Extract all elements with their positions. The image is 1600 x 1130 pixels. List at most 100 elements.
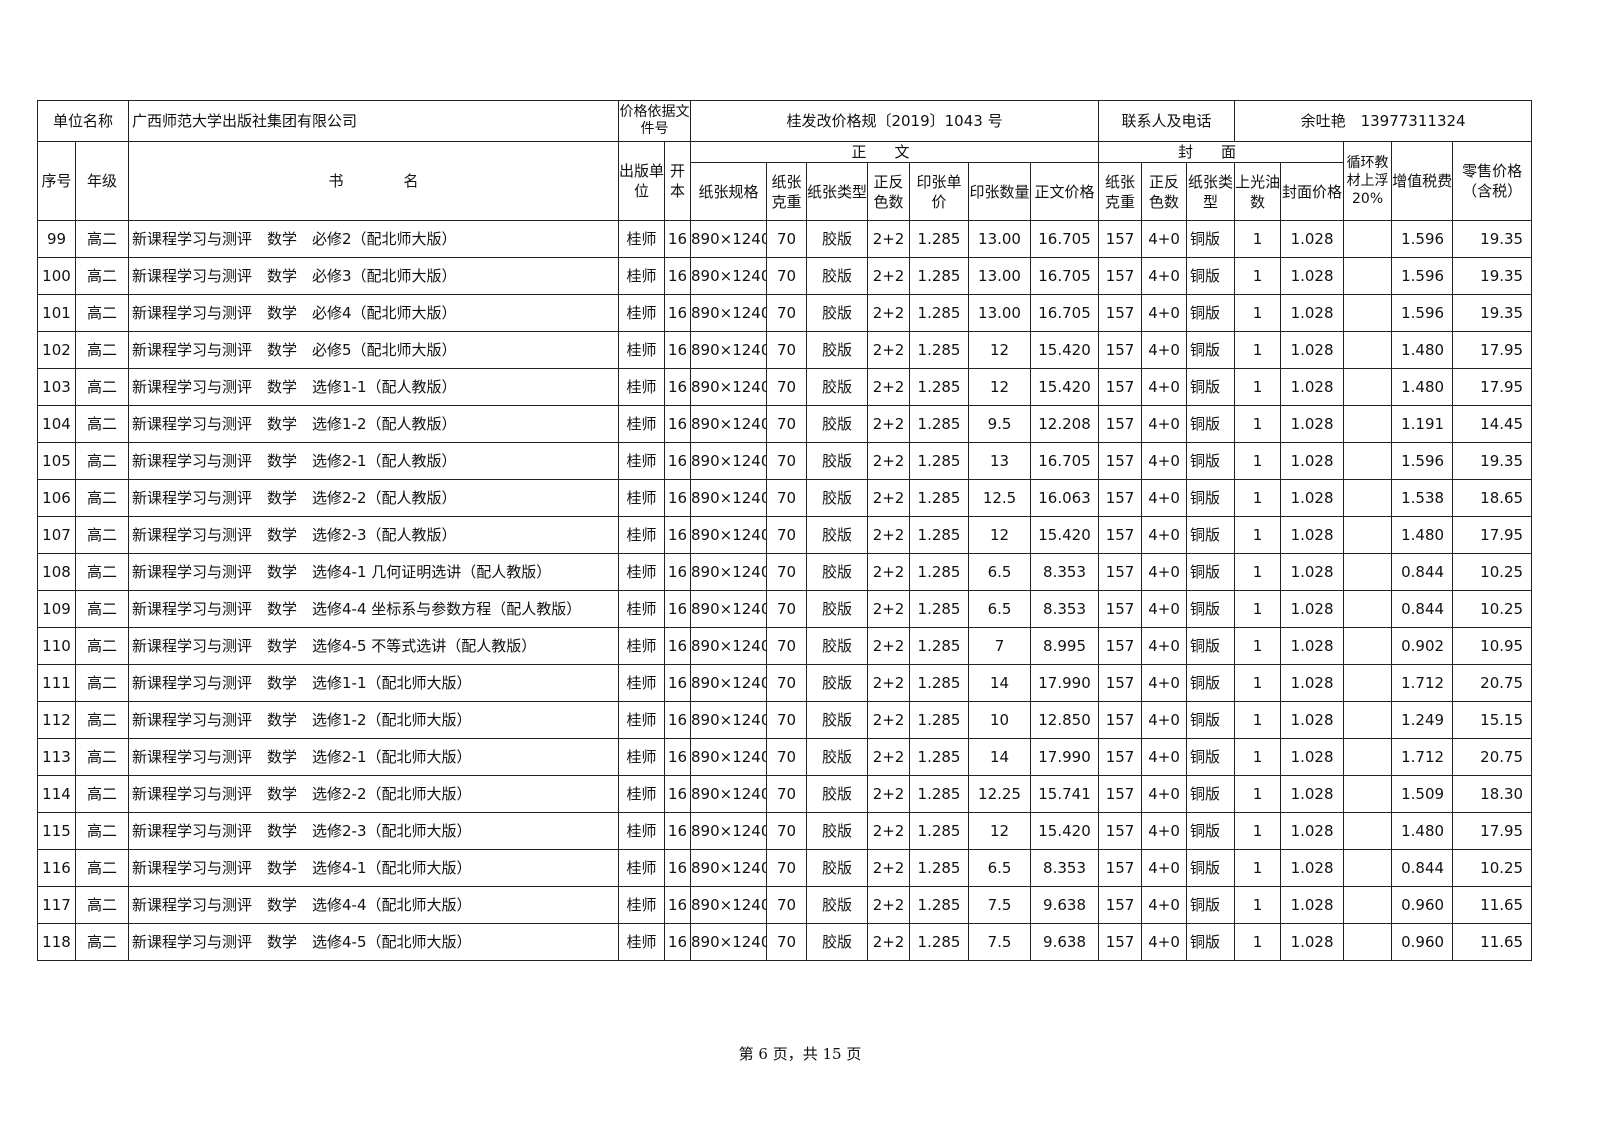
col-publisher: 出版单位: [618, 141, 666, 221]
cell-body-sheet-price: 1.285: [909, 849, 970, 887]
cell-body-sheet-price: 1.285: [909, 775, 970, 813]
col-cover-colors: 正反色数: [1141, 162, 1188, 221]
table-row: 100 高二 新课程学习与测评 数学 必修3（配北师大版） 桂师 16 890×1240 7…: [37, 257, 1533, 295]
cell-recycle: [1343, 220, 1393, 258]
cell-body-price: 8.353: [1030, 590, 1100, 628]
cell-cover-price: 1.028: [1280, 405, 1345, 443]
cell-cover-price: 1.028: [1280, 220, 1345, 258]
cell-retail: 18.30: [1452, 775, 1533, 813]
cell-body-sheet-price: 1.285: [909, 479, 970, 517]
header-info-row: 单位名称 广西师范大学出版社集团有限公司 价格依据文件号 桂发改价格规〔2019…: [36, 100, 1533, 142]
cell-body-paper-size: 890×1240: [690, 220, 768, 258]
cell-retail: 19.35: [1452, 442, 1533, 480]
cell-body-paper-size: 890×1240: [690, 923, 768, 961]
cell-cover-price: 1.028: [1280, 886, 1345, 924]
cell-body-colors: 2+2: [867, 664, 911, 702]
table-row: 113 高二 新课程学习与测评 数学 选修2-1（配北师大版） 桂师 16 890×124…: [37, 738, 1533, 776]
cell-body-paper-weight: 70: [766, 590, 808, 628]
cell-body-paper-weight: 70: [766, 257, 808, 295]
cell-grade: 高二: [74, 738, 130, 776]
cell-format: 16: [664, 627, 692, 665]
cell-body-paper-size: 890×1240: [690, 294, 768, 332]
cell-title: 新课程学习与测评 数学 选修2-3（配人教版）: [128, 516, 620, 554]
cell-body-colors: 2+2: [867, 590, 911, 628]
cell-format: 16: [664, 479, 692, 517]
col-body-paper-size: 纸张规格: [690, 162, 768, 221]
cell-vat: 1.712: [1391, 738, 1454, 776]
cell-title: 新课程学习与测评 数学 必修4（配北师大版）: [128, 294, 620, 332]
cell-body-sheet-count: 6.5: [968, 590, 1032, 628]
cell-body-sheet-price: 1.285: [909, 442, 970, 480]
unit-value: 广西师范大学出版社集团有限公司: [128, 100, 620, 142]
table-row: 103 高二 新课程学习与测评 数学 选修1-1（配人教版） 桂师 16 890×1240…: [37, 368, 1533, 406]
cell-body-colors: 2+2: [867, 479, 911, 517]
cell-seq: 100: [37, 257, 76, 295]
cell-cover-price: 1.028: [1280, 627, 1345, 665]
table-row: 110 高二 新课程学习与测评 数学 选修4-5 不等式选讲（配人教版） 桂师 16 89…: [37, 627, 1533, 665]
cell-cover-gloss: 1: [1234, 849, 1282, 887]
cell-publisher: 桂师: [618, 812, 666, 850]
cell-vat: 0.902: [1391, 627, 1454, 665]
cell-recycle: [1343, 405, 1393, 443]
cell-body-price: 8.353: [1030, 553, 1100, 591]
table-row: 117 高二 新课程学习与测评 数学 选修4-4（配北师大版） 桂师 16 890×124…: [37, 886, 1533, 924]
cell-publisher: 桂师: [618, 886, 666, 924]
cell-cover-paper-type: 铜版: [1186, 627, 1236, 665]
cell-retail: 19.35: [1452, 294, 1533, 332]
cell-format: 16: [664, 368, 692, 406]
cell-body-paper-weight: 70: [766, 701, 808, 739]
cell-body-paper-weight: 70: [766, 627, 808, 665]
cell-title: 新课程学习与测评 数学 选修2-3（配北师大版）: [128, 812, 620, 850]
cell-cover-paper-type: 铜版: [1186, 886, 1236, 924]
cell-cover-paper-type: 铜版: [1186, 220, 1236, 258]
col-body-price: 正文价格: [1030, 162, 1100, 221]
cell-format: 16: [664, 220, 692, 258]
cell-vat: 1.509: [1391, 775, 1454, 813]
cell-body-sheet-price: 1.285: [909, 923, 970, 961]
cell-title: 新课程学习与测评 数学 选修2-2（配北师大版）: [128, 775, 620, 813]
cell-grade: 高二: [74, 664, 130, 702]
cell-title: 新课程学习与测评 数学 选修1-2（配北师大版）: [128, 701, 620, 739]
cell-title: 新课程学习与测评 数学 选修4-5（配北师大版）: [128, 923, 620, 961]
cell-body-sheet-count: 6.5: [968, 553, 1032, 591]
cell-body-price: 15.741: [1030, 775, 1100, 813]
cell-recycle: [1343, 738, 1393, 776]
cell-body-paper-type: 胶版: [806, 516, 869, 554]
cell-seq: 109: [37, 590, 76, 628]
cell-body-paper-weight: 70: [766, 442, 808, 480]
col-group-body: 正文: [690, 141, 1100, 163]
cell-body-price: 12.208: [1030, 405, 1100, 443]
cell-seq: 106: [37, 479, 76, 517]
cell-body-sheet-price: 1.285: [909, 516, 970, 554]
cell-seq: 105: [37, 442, 76, 480]
cell-body-sheet-price: 1.285: [909, 627, 970, 665]
cell-cover-paper-type: 铜版: [1186, 738, 1236, 776]
table-row: 107 高二 新课程学习与测评 数学 选修2-3（配人教版） 桂师 16 890×1240…: [37, 516, 1533, 554]
cell-cover-colors: 4+0: [1141, 405, 1188, 443]
cell-title: 新课程学习与测评 数学 选修2-1（配北师大版）: [128, 738, 620, 776]
cell-body-colors: 2+2: [867, 886, 911, 924]
cell-cover-paper-type: 铜版: [1186, 294, 1236, 332]
cell-seq: 117: [37, 886, 76, 924]
cell-body-paper-size: 890×1240: [690, 664, 768, 702]
cell-body-paper-type: 胶版: [806, 664, 869, 702]
cell-recycle: [1343, 479, 1393, 517]
cell-recycle: [1343, 775, 1393, 813]
cell-grade: 高二: [74, 479, 130, 517]
cell-cover-price: 1.028: [1280, 331, 1345, 369]
cell-grade: 高二: [74, 923, 130, 961]
cell-body-colors: 2+2: [867, 738, 911, 776]
cell-body-sheet-price: 1.285: [909, 368, 970, 406]
cell-seq: 101: [37, 294, 76, 332]
cell-publisher: 桂师: [618, 553, 666, 591]
cell-body-sheet-count: 10: [968, 701, 1032, 739]
cell-title: 新课程学习与测评 数学 选修4-4 坐标系与参数方程（配人教版）: [128, 590, 620, 628]
cell-grade: 高二: [74, 442, 130, 480]
cell-body-sheet-price: 1.285: [909, 294, 970, 332]
cell-body-paper-weight: 70: [766, 331, 808, 369]
cell-recycle: [1343, 331, 1393, 369]
cell-retail: 15.15: [1452, 701, 1533, 739]
cell-body-paper-weight: 70: [766, 553, 808, 591]
cell-title: 新课程学习与测评 数学 必修3（配北师大版）: [128, 257, 620, 295]
cell-cover-colors: 4+0: [1141, 368, 1188, 406]
